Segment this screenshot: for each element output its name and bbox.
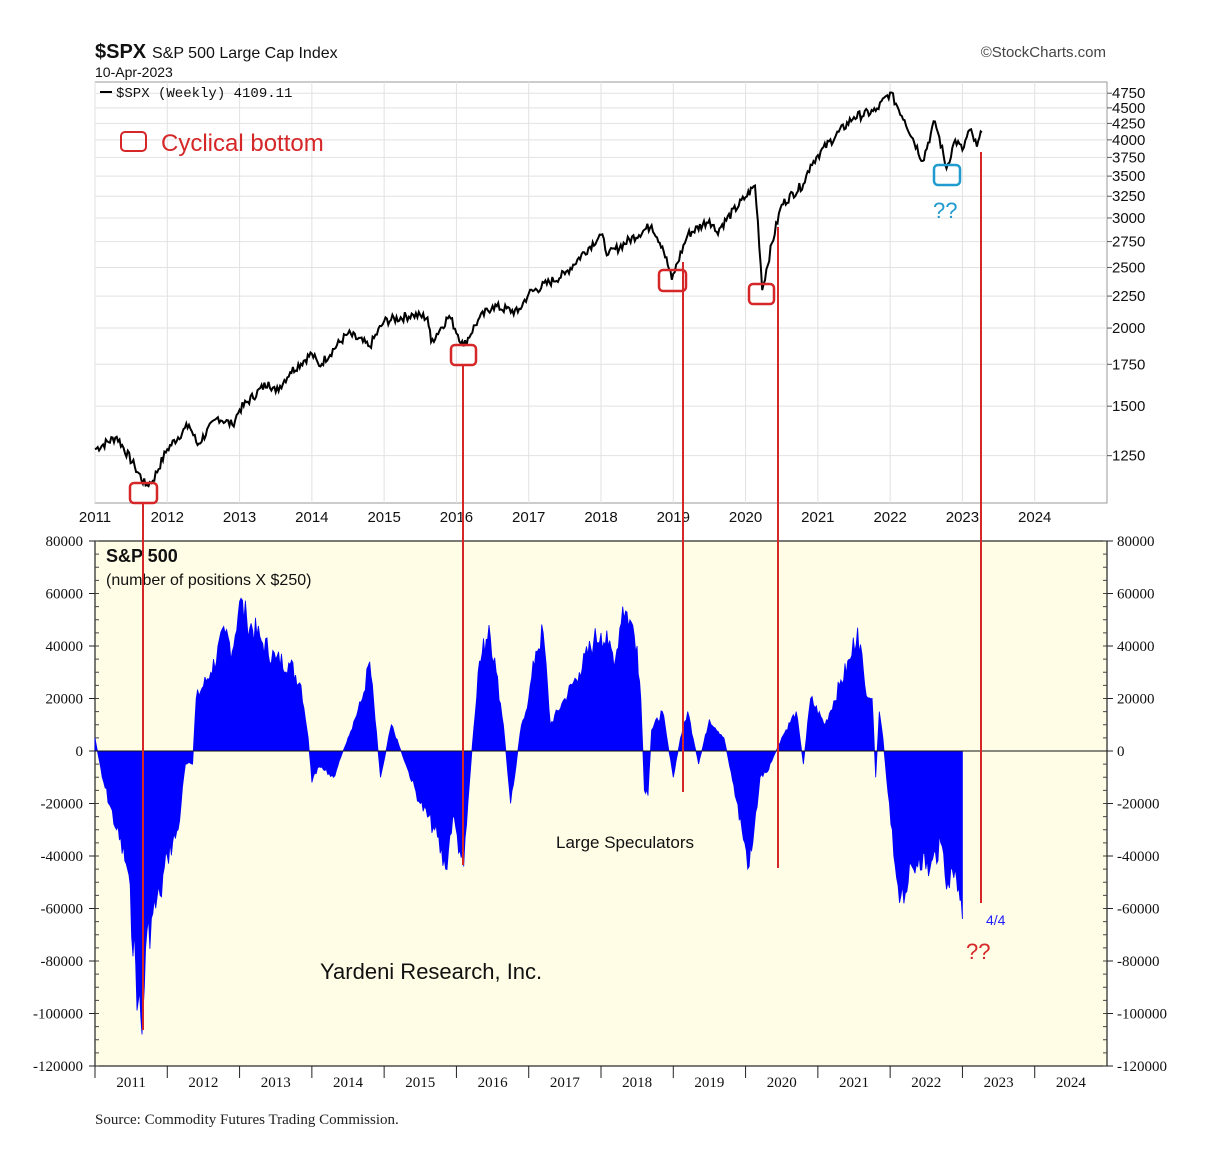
price-y-tick-label: 4250: [1112, 115, 1145, 132]
pending-bottom-box: [932, 163, 962, 187]
pos-x-tick-label: 2013: [261, 1075, 291, 1091]
price-y-tick-label: 1750: [1112, 356, 1145, 373]
pos-y-tick-label-left: -40000: [41, 849, 84, 865]
pos-y-tick-label-right: -100000: [1117, 1007, 1167, 1023]
price-x-tick-label: 2023: [946, 509, 979, 526]
pos-y-tick-label-right: -60000: [1117, 902, 1160, 918]
pos-x-tick-label: 2022: [911, 1075, 941, 1091]
price-y-tick-label: 3250: [1112, 188, 1145, 205]
pos-y-tick-label-left: -60000: [41, 902, 84, 918]
cyclical-bottom-legend-box: [120, 131, 147, 152]
pos-y-tick-label-right: 80000: [1117, 534, 1155, 550]
pos-y-tick-label-right: 20000: [1117, 692, 1155, 708]
price-x-tick-label: 2019: [657, 509, 690, 526]
pos-x-tick-label: 2020: [767, 1075, 797, 1091]
pos-x-tick-label: 2015: [405, 1075, 435, 1091]
header-date: 10-Apr-2023: [95, 64, 173, 80]
price-x-tick-label: 2014: [295, 509, 328, 526]
pos-x-tick-label: 2018: [622, 1075, 652, 1091]
cyclical-bottom-box: [747, 282, 776, 306]
price-x-tick-label: 2022: [873, 509, 906, 526]
price-y-tick-label: 3000: [1112, 210, 1145, 227]
price-y-tick-label: 1250: [1112, 448, 1145, 465]
price-y-tick-label: 1500: [1112, 398, 1145, 415]
positions-title: S&P 500: [106, 546, 178, 566]
price-x-tick-label: 2015: [367, 509, 400, 526]
price-y-tick-label: 4000: [1112, 132, 1145, 149]
pos-y-tick-label-left: -100000: [33, 1007, 83, 1023]
header-name: S&P 500 Large Cap Index: [152, 45, 338, 62]
price-x-tick-label: 2024: [1018, 509, 1051, 526]
price-x-tick-label: 2016: [440, 509, 473, 526]
pos-y-tick-label-left: 40000: [46, 639, 84, 655]
price-x-tick-label: 2021: [801, 509, 834, 526]
pos-x-tick-label: 2012: [188, 1075, 218, 1091]
cyclical-bottom-markers: [128, 152, 982, 1030]
price-x-tick-label: 2017: [512, 509, 545, 526]
pos-y-tick-label-right: 0: [1117, 744, 1125, 760]
yardeni-label: Yardeni Research, Inc.: [320, 959, 542, 984]
pos-y-tick-label-left: 80000: [46, 534, 84, 550]
positions-area-series: [94, 597, 963, 1035]
price-x-tick-label: 2018: [584, 509, 617, 526]
cyclical-bottom-label: Cyclical bottom: [161, 130, 324, 157]
pos-y-tick-label-right: 60000: [1117, 587, 1155, 603]
pos-x-tick-label: 2014: [333, 1075, 364, 1091]
positions-y-ticks: 80000 80000 60000 60000 40000 40000 20000 20000…: [33, 534, 1167, 1075]
price-x-tick-label: 2012: [151, 509, 184, 526]
price-x-tick-label: 2020: [729, 509, 762, 526]
price-grid: [94, 82, 1112, 503]
stockcharts-brand: ©StockCharts.com: [981, 44, 1106, 61]
price-y-tick-label: 4500: [1112, 100, 1145, 117]
pos-x-tick-label: 2016: [478, 1075, 509, 1091]
price-y-tick-label: 3750: [1112, 149, 1145, 166]
price-line-series: [94, 91, 983, 488]
price-y-tick-label: 2500: [1112, 259, 1145, 276]
pos-x-tick-label: 2023: [984, 1075, 1014, 1091]
pos-y-tick-label-right: -120000: [1117, 1059, 1167, 1075]
price-y-tick-label: 2250: [1112, 288, 1145, 305]
pos-x-tick-label: 2017: [550, 1075, 581, 1091]
large-speculators-label: Large Speculators: [556, 833, 694, 852]
pos-y-tick-label-left: 0: [76, 744, 84, 760]
pos-y-tick-label-right: -40000: [1117, 849, 1160, 865]
price-x-tick-label: 2013: [223, 509, 256, 526]
pos-x-tick-label: 2011: [116, 1075, 145, 1091]
price-x-tick-label: 2011: [79, 509, 111, 526]
pos-y-tick-label-left: 60000: [46, 587, 84, 603]
price-y-tick-label: 2750: [1112, 234, 1145, 251]
question-blue: ??: [933, 198, 957, 223]
cyclical-bottom-box: [657, 268, 688, 293]
pos-y-tick-label-left: -20000: [41, 797, 84, 813]
pos-y-tick-label-left: 20000: [46, 692, 84, 708]
positions-grid: [89, 540, 1113, 1078]
price-legend: $SPX (Weekly) 4109.11: [116, 86, 292, 102]
pos-y-tick-label-right: -20000: [1117, 797, 1160, 813]
pos-x-tick-label: 2019: [694, 1075, 724, 1091]
price-y-tick-label: 3500: [1112, 168, 1145, 185]
pos-y-tick-label-left: -120000: [33, 1059, 83, 1075]
question-red: ??: [966, 939, 990, 964]
last-date-label: 4/4: [986, 912, 1006, 928]
pos-y-tick-label-right: 40000: [1117, 639, 1155, 655]
price-y-tick-label: 4750: [1112, 85, 1145, 102]
price-x-ticks: 2011 2012 2013 2014 2015 2016 2017 2018 2019 2020…: [79, 509, 1052, 526]
positions-subtitle: (number of positions X $250): [106, 572, 311, 589]
header-symbol: $SPX: [95, 41, 147, 63]
pos-x-tick-label: 2021: [839, 1075, 869, 1091]
pos-x-tick-label: 2024: [1056, 1075, 1087, 1091]
price-y-tick-label: 2000: [1112, 320, 1145, 337]
pos-y-tick-label-right: -80000: [1117, 954, 1160, 970]
positions-x-ticks: 2011 2012 2013 2014 2015 2016 2017 2018 2019 2020…: [116, 1075, 1086, 1091]
source-note: Source: Commodity Futures Trading Commis…: [95, 1112, 399, 1128]
pos-y-tick-label-left: -80000: [41, 954, 84, 970]
